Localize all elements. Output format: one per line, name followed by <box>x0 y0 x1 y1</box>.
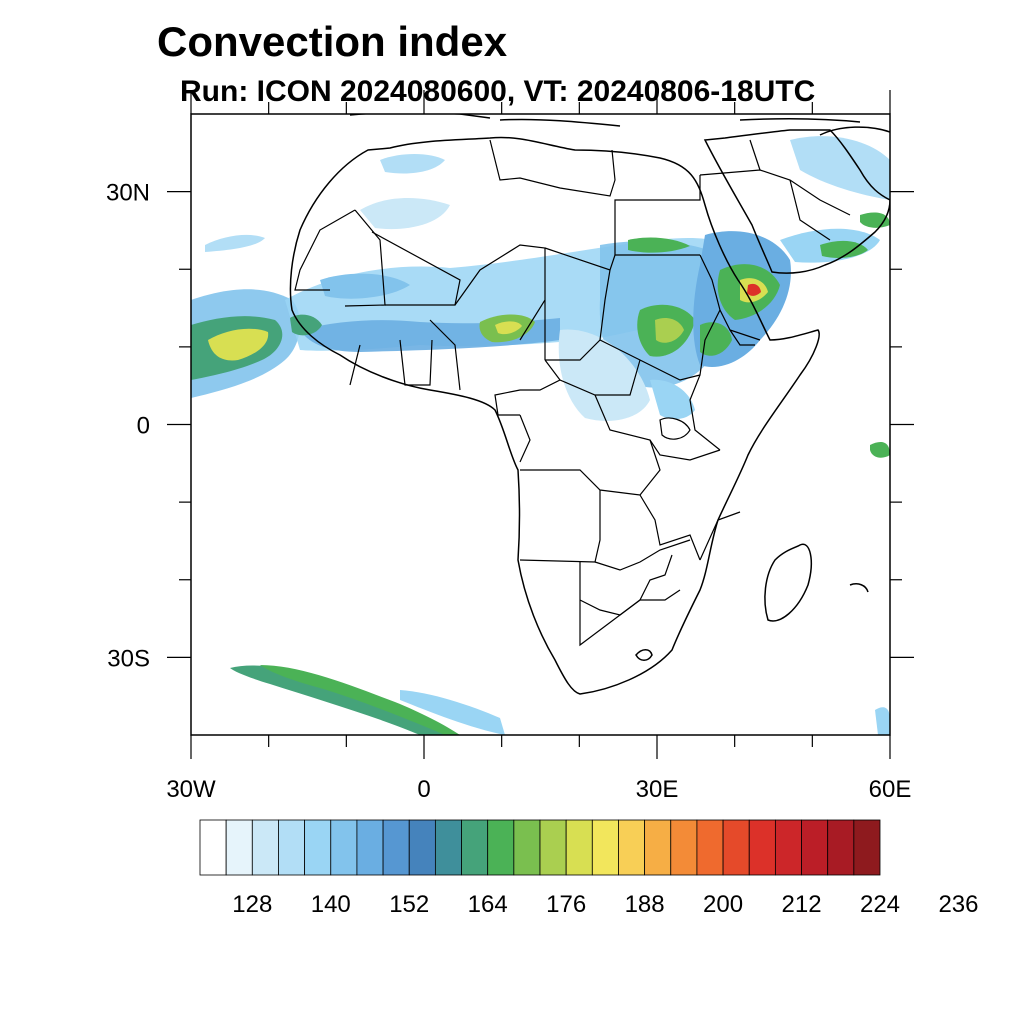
colorbar-label: 140 <box>311 891 351 918</box>
colorbar-labels: 128 140 152 164 176 188 200 212 224 236 <box>232 891 978 918</box>
colorbar-label: 176 <box>546 891 586 918</box>
colorbar-swatch <box>513 819 541 876</box>
map-plot-area <box>191 114 890 735</box>
africa-coastline <box>289 136 820 695</box>
colorbar <box>199 819 881 876</box>
colorbar-label: 212 <box>782 891 822 918</box>
colorbar-label: 164 <box>468 891 508 918</box>
lat-tick-label: 0 <box>137 413 150 440</box>
country-borders <box>294 139 851 647</box>
lon-tick-label: 30E <box>636 776 679 803</box>
map-title: Convection index <box>157 18 508 65</box>
map-axis-ticks <box>167 90 914 759</box>
lat-tick-label: 30S <box>107 645 150 672</box>
colorbar-swatch <box>304 819 332 876</box>
map-subtitle: Run: ICON 2024080600, VT: 20240806-18UTC <box>180 75 815 108</box>
lon-tick-label: 30W <box>166 776 216 803</box>
colorbar-swatch <box>225 819 253 876</box>
convection-southern-ocean-band <box>230 665 460 735</box>
colorbar-swatch <box>774 819 802 876</box>
colorbar-swatch <box>827 819 855 876</box>
convection-index-field <box>191 136 890 735</box>
colorbar-swatch <box>461 819 489 876</box>
colorbar-swatch <box>644 819 672 876</box>
colorbar-swatch <box>618 819 646 876</box>
colorbar-swatch <box>853 819 881 876</box>
colorbar-swatch <box>801 819 829 876</box>
colorbar-swatch <box>199 819 227 876</box>
colorbar-swatch <box>539 819 567 876</box>
lon-tick-label: 0 <box>417 776 430 803</box>
convection-atlantic-peak <box>208 328 269 361</box>
colorbar-swatch <box>748 819 776 876</box>
convection-ethiopia-peak <box>747 283 761 296</box>
colorbar-label: 236 <box>938 891 978 918</box>
colorbar-swatch <box>278 819 306 876</box>
colorbar-swatch <box>487 819 515 876</box>
colorbar-label: 152 <box>389 891 429 918</box>
lon-tick-label: 60E <box>869 776 912 803</box>
colorbar-swatch <box>591 819 619 876</box>
map-axis-tick-labels: 30W 0 30E 60E 30N 0 30S <box>106 180 911 803</box>
colorbar-label: 224 <box>860 891 900 918</box>
colorbar-label: 188 <box>625 891 665 918</box>
colorbar-swatch <box>670 819 698 876</box>
madagascar-coastline <box>764 543 812 622</box>
colorbar-label: 128 <box>232 891 272 918</box>
colorbar-swatch <box>330 819 358 876</box>
colorbar-swatch <box>696 819 724 876</box>
lat-tick-label: 30N <box>106 180 150 207</box>
colorbar-swatch <box>251 819 279 876</box>
colorbar-swatch <box>434 819 462 876</box>
colorbar-swatch <box>382 819 410 876</box>
colorbar-swatch <box>408 819 436 876</box>
colorbar-swatch <box>356 819 384 876</box>
colorbar-swatch <box>722 819 750 876</box>
colorbar-label: 200 <box>703 891 743 918</box>
colorbar-swatch <box>565 819 593 876</box>
